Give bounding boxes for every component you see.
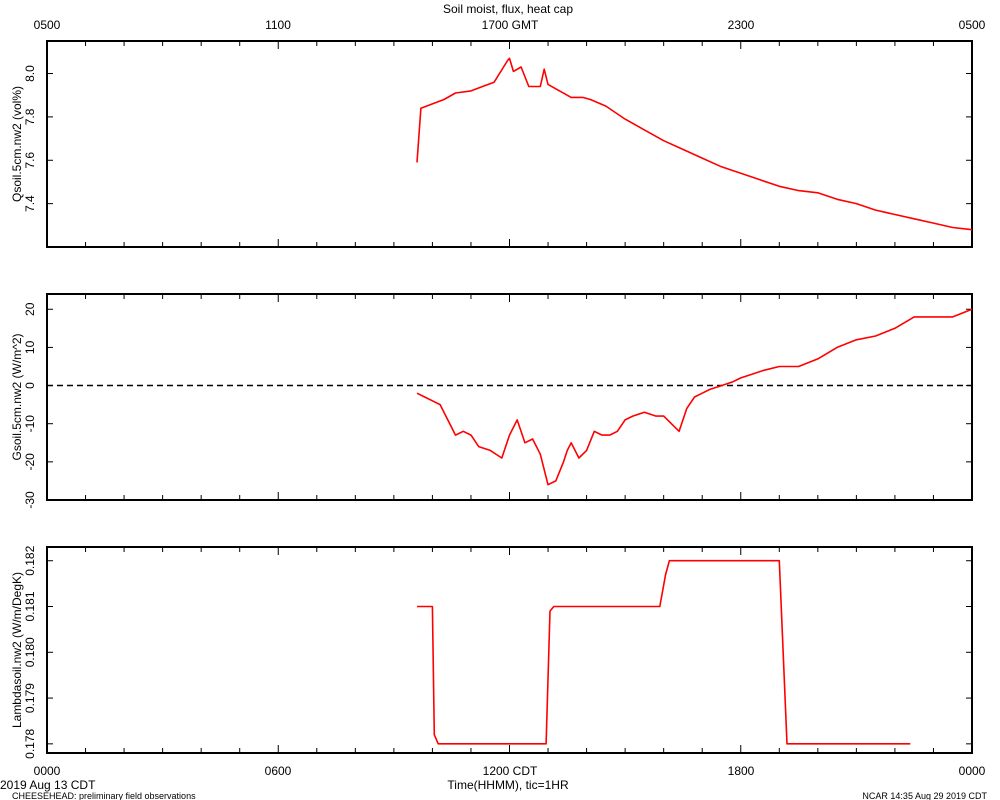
y-tick-label: 0.182 bbox=[23, 545, 37, 575]
y-tick-label: 0.179 bbox=[23, 683, 37, 713]
top-tick-label: 1100 bbox=[265, 18, 291, 32]
y-tick-label: -20 bbox=[23, 453, 37, 471]
y-tick-label: 20 bbox=[23, 302, 37, 316]
plot-frame bbox=[46, 293, 973, 501]
top-tick-label: 2300 bbox=[728, 18, 755, 32]
data-series-line bbox=[416, 308, 973, 486]
y-tick-label: 0.180 bbox=[23, 637, 37, 667]
y-tick-label: 0.181 bbox=[23, 591, 37, 621]
footer-left-label: CHEESEHEAD: preliminary field observatio… bbox=[12, 791, 196, 800]
bottom-tick-label: 1200 CDT bbox=[483, 764, 538, 778]
y-tick-label: 7.4 bbox=[23, 195, 37, 212]
plot-frame bbox=[46, 546, 973, 754]
panel-thermal-conductivity: 0.178 0.179 0.180 0.181 0.182Lambdasoil.nw2 … bbox=[10, 545, 973, 759]
top-tick-label: 0500 bbox=[959, 18, 986, 32]
y-tick-label: 0 bbox=[23, 382, 37, 389]
bottom-tick-label: 0600 bbox=[265, 764, 292, 778]
y-axis-label: Gsoil.5cm.nw2 (W/m^2) bbox=[10, 334, 24, 461]
y-tick-label: 7.8 bbox=[23, 108, 37, 125]
panel-soil-heat-flux: -30 -20 -10 0 10 20 Gsoil.5cm.nw2 (W/m^2) bbox=[10, 293, 973, 509]
data-series-line bbox=[417, 559, 911, 745]
data-series-line bbox=[416, 57, 973, 231]
top-axis-labels: 0500 1100 1700 GMT 2300 0500 bbox=[34, 18, 986, 32]
y-axis-label: Lambdasoil.nw2 (W/m/DegK) bbox=[10, 572, 24, 728]
bottom-tick-label: 0000 bbox=[34, 764, 61, 778]
y-tick-label: 8.0 bbox=[23, 65, 37, 82]
y-tick-label: 10 bbox=[23, 340, 37, 354]
x-axis-label: Time(HHMM), tic=1HR bbox=[447, 778, 569, 792]
plot-frame bbox=[46, 40, 973, 248]
bottom-tick-label: 0000 bbox=[959, 764, 986, 778]
y-tick-label: 0.178 bbox=[23, 729, 37, 759]
y-tick-label: 7.6 bbox=[23, 152, 37, 169]
y-tick-label: -30 bbox=[23, 491, 37, 509]
date-label: 2019 Aug 13 CDT bbox=[0, 778, 96, 792]
y-axis-label: Qsoil.5cm.nw2 (vol%) bbox=[10, 86, 24, 202]
bottom-tick-label: 1800 bbox=[728, 764, 755, 778]
panel-soil-moisture: 7.4 7.6 7.8 8.0 Qsoil.5cm.nw2 (vol%) bbox=[10, 40, 973, 248]
chart-title: Soil moist, flux, heat cap bbox=[443, 2, 573, 16]
top-tick-label: 1700 GMT bbox=[482, 18, 539, 32]
top-tick-label: 0500 bbox=[34, 18, 61, 32]
footer-right-label: NCAR 14:35 Aug 29 2019 CDT bbox=[862, 791, 987, 800]
y-tick-label: -10 bbox=[23, 415, 37, 433]
bottom-axis-labels: 0000 0600 1200 CDT 1800 0000 bbox=[34, 764, 986, 778]
